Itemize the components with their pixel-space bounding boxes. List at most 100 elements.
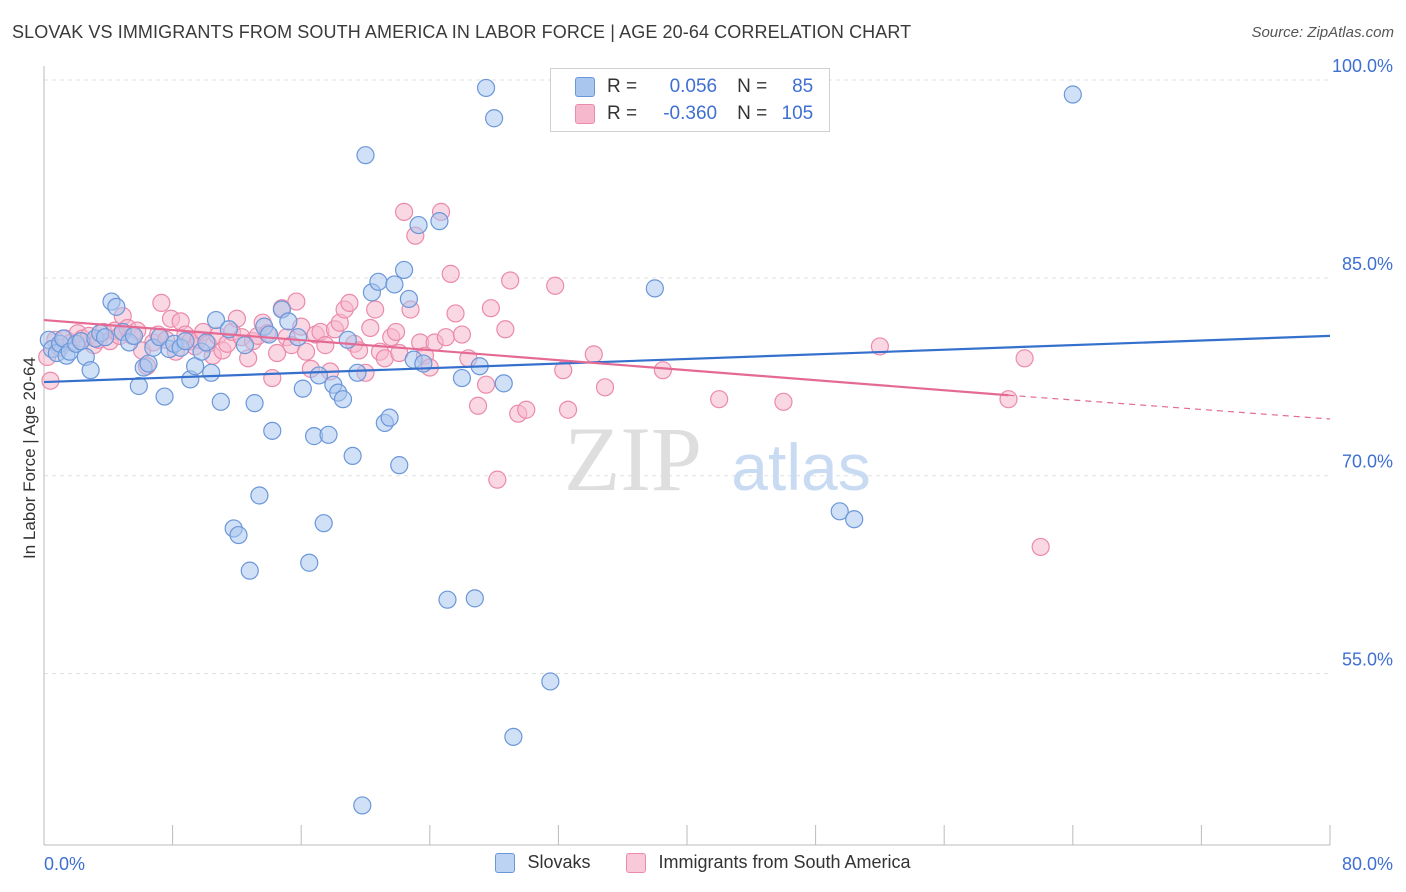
legend-n-value: 105	[781, 103, 814, 124]
watermark-zip: ZIP	[564, 408, 702, 510]
slovak-point	[830, 502, 849, 521]
slovak-point	[541, 672, 560, 691]
grid-lines	[44, 79, 1330, 675]
slovak-point	[476, 78, 496, 98]
slovak-point	[124, 326, 144, 345]
immigrant-point	[452, 325, 472, 344]
immigrant-point	[496, 320, 515, 339]
slovak-point	[394, 260, 414, 280]
y-tick-label: 70.0%	[1342, 452, 1393, 472]
immigrant-point	[1015, 349, 1034, 368]
y-tick-label: 85.0%	[1342, 254, 1393, 274]
series-label-slovaks: Slovaks	[527, 852, 591, 872]
x-tick-label-max: 80.0%	[1342, 854, 1393, 874]
slovak-point	[235, 336, 255, 355]
immigrant-point	[476, 375, 496, 394]
slovak-point	[300, 553, 319, 572]
legend-swatch-immigrants	[575, 104, 595, 124]
slovak-point	[155, 387, 174, 406]
slovak-point	[438, 590, 457, 609]
slovak-point	[1063, 85, 1082, 104]
immigrant-point	[436, 328, 455, 347]
slovak-point	[250, 486, 269, 505]
slovaks-trend-line	[43, 334, 1331, 384]
x-tick-label-min: 0.0%	[44, 854, 85, 874]
slovak-point	[263, 421, 282, 440]
slovak-point	[399, 289, 419, 309]
legend-r-label: R =	[607, 76, 638, 97]
trend-lines	[43, 318, 1331, 420]
slovak-point	[338, 330, 357, 349]
slovak-point	[452, 368, 472, 388]
y-axis-label: In Labor Force | Age 20-64	[20, 357, 39, 559]
legend-r-label: R =	[607, 103, 638, 124]
legend-n-label: N =	[737, 76, 768, 97]
immigrant-point	[468, 396, 488, 415]
immigrants-trend-line	[43, 318, 1009, 397]
series-legend-slovaks[interactable]: Slovaks	[495, 852, 590, 873]
chart-title: SLOVAK VS IMMIGRANTS FROM SOUTH AMERICA …	[12, 22, 912, 42]
slovak-point	[369, 272, 388, 291]
immigrant-point	[1031, 537, 1050, 557]
immigrant-point	[481, 299, 500, 318]
immigrant-point	[584, 345, 603, 364]
immigrant-point	[394, 202, 414, 221]
watermark: ZIP atlas	[564, 408, 871, 510]
immigrant-point	[340, 293, 359, 313]
series-swatch-slovaks	[495, 852, 516, 873]
immigrant-point	[287, 292, 306, 311]
immigrant-point	[366, 300, 385, 319]
immigrant-point	[263, 368, 282, 388]
slovak-point	[81, 361, 100, 380]
slovak-point	[504, 727, 523, 746]
correlation-legend: R = 0.056 N = 85 R = -0.360 N = 105	[550, 68, 830, 132]
legend-row-slovaks: R = 0.056 N = 85	[575, 75, 813, 99]
slovak-point	[309, 366, 328, 385]
y-tick-label: 55.0%	[1342, 650, 1393, 670]
slovak-point	[139, 354, 158, 373]
slovak-point	[176, 332, 195, 351]
legend-n-label: N =	[737, 103, 768, 124]
slovak-point	[353, 796, 372, 815]
slovaks-points	[39, 76, 1082, 815]
immigrant-point	[267, 343, 287, 363]
slovak-point	[333, 390, 353, 409]
series-legend-immigrants[interactable]: Immigrants from South America	[626, 852, 911, 873]
immigrant-point	[517, 400, 536, 419]
immigrant-point	[446, 304, 465, 323]
slovak-point	[356, 146, 375, 165]
slovak-point	[259, 325, 279, 344]
slovak-point	[197, 333, 216, 352]
series-swatch-immigrants	[626, 852, 647, 873]
watermark-atlas: atlas	[731, 430, 870, 504]
axes: 55.0% 70.0% 85.0% 100.0%	[43, 56, 1393, 846]
y-tick-label: 100.0%	[1332, 56, 1393, 76]
legend-r-value: 0.056	[669, 76, 718, 97]
series-legend: Slovaks Immigrants from South America	[0, 852, 1406, 873]
immigrants-trend-extension	[1008, 394, 1331, 420]
immigrant-point	[595, 378, 615, 397]
slovak-point	[385, 275, 404, 294]
immigrant-point	[870, 337, 890, 356]
slovak-point	[245, 394, 264, 413]
series-label-immigrants: Immigrants from South America	[658, 852, 911, 872]
legend-swatch-slovaks	[575, 77, 595, 97]
slovak-point	[202, 363, 221, 382]
immigrant-point	[152, 293, 171, 313]
slovak-point	[390, 456, 409, 475]
immigrant-point	[710, 390, 729, 409]
immigrant-point	[296, 342, 316, 361]
immigrant-point	[386, 322, 406, 342]
slovak-point	[430, 212, 449, 231]
immigrant-point	[554, 361, 573, 380]
chart-source: Source: ZipAtlas.com	[1251, 24, 1394, 41]
immigrant-point	[349, 341, 369, 360]
slovak-point	[211, 392, 230, 411]
slovak-point	[229, 525, 248, 545]
slovak-point	[485, 109, 504, 128]
immigrant-point	[488, 470, 507, 489]
immigrant-point	[653, 361, 672, 380]
slovak-point	[380, 408, 399, 427]
slovak-point	[319, 425, 338, 444]
